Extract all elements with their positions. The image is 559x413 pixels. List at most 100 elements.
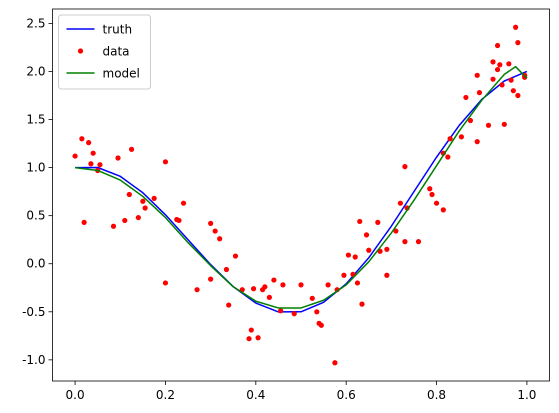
data-point bbox=[490, 76, 496, 82]
data-point bbox=[180, 200, 187, 206]
x-tick-label: 1.0 bbox=[517, 388, 536, 402]
data-point bbox=[352, 254, 358, 260]
data-point bbox=[397, 200, 403, 206]
y-tick-label: 1.0 bbox=[26, 161, 45, 175]
data-point bbox=[497, 62, 503, 68]
data-point bbox=[246, 336, 252, 342]
data-point bbox=[140, 198, 146, 204]
data-point bbox=[427, 186, 433, 192]
data-point bbox=[402, 239, 408, 245]
data-point bbox=[494, 42, 501, 49]
data-point bbox=[266, 294, 272, 300]
data-point bbox=[458, 134, 464, 140]
data-point bbox=[262, 284, 268, 290]
data-point bbox=[291, 311, 297, 317]
data-point bbox=[314, 309, 320, 315]
data-point bbox=[122, 217, 128, 224]
data-point bbox=[309, 295, 315, 301]
data-point bbox=[255, 335, 261, 341]
data-point bbox=[126, 191, 132, 198]
data-point bbox=[433, 200, 440, 206]
data-point bbox=[506, 61, 512, 67]
y-tick-label: 0.5 bbox=[26, 209, 45, 223]
data-point bbox=[86, 140, 92, 146]
data-point bbox=[162, 159, 169, 165]
data-point bbox=[501, 121, 507, 127]
data-point bbox=[494, 66, 501, 73]
data-point bbox=[513, 24, 519, 30]
data-point bbox=[354, 280, 361, 286]
data-point bbox=[162, 280, 169, 286]
data-point bbox=[402, 164, 408, 170]
data-point bbox=[128, 146, 135, 152]
data-point bbox=[97, 162, 103, 168]
data-point bbox=[440, 207, 446, 213]
data-point bbox=[135, 214, 141, 221]
data-point bbox=[232, 253, 239, 259]
y-tick-label: -0.5 bbox=[22, 305, 45, 319]
data-point bbox=[490, 59, 496, 65]
x-tick-label: 0.8 bbox=[427, 388, 446, 402]
data-point bbox=[298, 282, 304, 288]
data-point bbox=[463, 94, 469, 101]
data-point bbox=[474, 139, 480, 145]
data-point bbox=[515, 40, 521, 46]
y-tick-label: 2.5 bbox=[26, 16, 45, 30]
data-point bbox=[474, 72, 480, 78]
data-point bbox=[212, 228, 218, 234]
data-point bbox=[445, 154, 451, 160]
data-point bbox=[467, 117, 474, 124]
data-point bbox=[88, 161, 94, 167]
data-point bbox=[250, 286, 257, 292]
data-point bbox=[208, 220, 214, 226]
data-point bbox=[325, 282, 331, 288]
data-point bbox=[194, 287, 200, 293]
data-point bbox=[318, 322, 324, 328]
data-point bbox=[72, 153, 78, 159]
data-point bbox=[248, 327, 254, 333]
data-point bbox=[363, 232, 370, 238]
data-point bbox=[79, 136, 85, 142]
y-tick-label: 1.5 bbox=[26, 113, 45, 127]
data-point bbox=[280, 282, 286, 288]
data-point bbox=[81, 219, 87, 225]
x-tick-label: 0.2 bbox=[156, 388, 175, 402]
data-point bbox=[217, 236, 223, 242]
data-point bbox=[375, 219, 381, 225]
data-point bbox=[447, 136, 453, 142]
data-point bbox=[359, 301, 365, 307]
legend-marker bbox=[77, 48, 84, 54]
data-point bbox=[223, 266, 230, 273]
data-point bbox=[332, 360, 338, 366]
data-point bbox=[522, 74, 528, 80]
series-line bbox=[75, 70, 528, 313]
x-tick-label: 0.6 bbox=[337, 388, 356, 402]
data-point bbox=[515, 92, 521, 99]
data-point bbox=[510, 88, 516, 94]
data-point bbox=[176, 217, 182, 224]
series-line bbox=[74, 65, 528, 309]
y-tick-label: 2.0 bbox=[26, 64, 45, 78]
y-tick-label: -1.0 bbox=[22, 353, 45, 367]
data-point bbox=[345, 252, 352, 258]
data-point bbox=[384, 272, 390, 278]
data-point bbox=[142, 205, 148, 211]
data-point bbox=[341, 272, 347, 278]
x-tick-label: 0.4 bbox=[246, 388, 265, 402]
data-point bbox=[226, 302, 232, 308]
data-point bbox=[366, 247, 372, 253]
legend: truth data model bbox=[58, 14, 151, 90]
data-point bbox=[271, 277, 277, 283]
data-point bbox=[415, 239, 422, 245]
plot-area bbox=[72, 24, 528, 366]
legend-label: truth bbox=[103, 23, 133, 37]
y-tick-label: 0.0 bbox=[26, 257, 45, 271]
data-point bbox=[90, 150, 96, 156]
data-point bbox=[357, 218, 363, 225]
data-point bbox=[110, 223, 117, 229]
data-point bbox=[115, 155, 121, 161]
x-tick-label: 0.0 bbox=[66, 388, 85, 402]
legend-label: model bbox=[103, 67, 140, 81]
data-point bbox=[393, 228, 399, 234]
